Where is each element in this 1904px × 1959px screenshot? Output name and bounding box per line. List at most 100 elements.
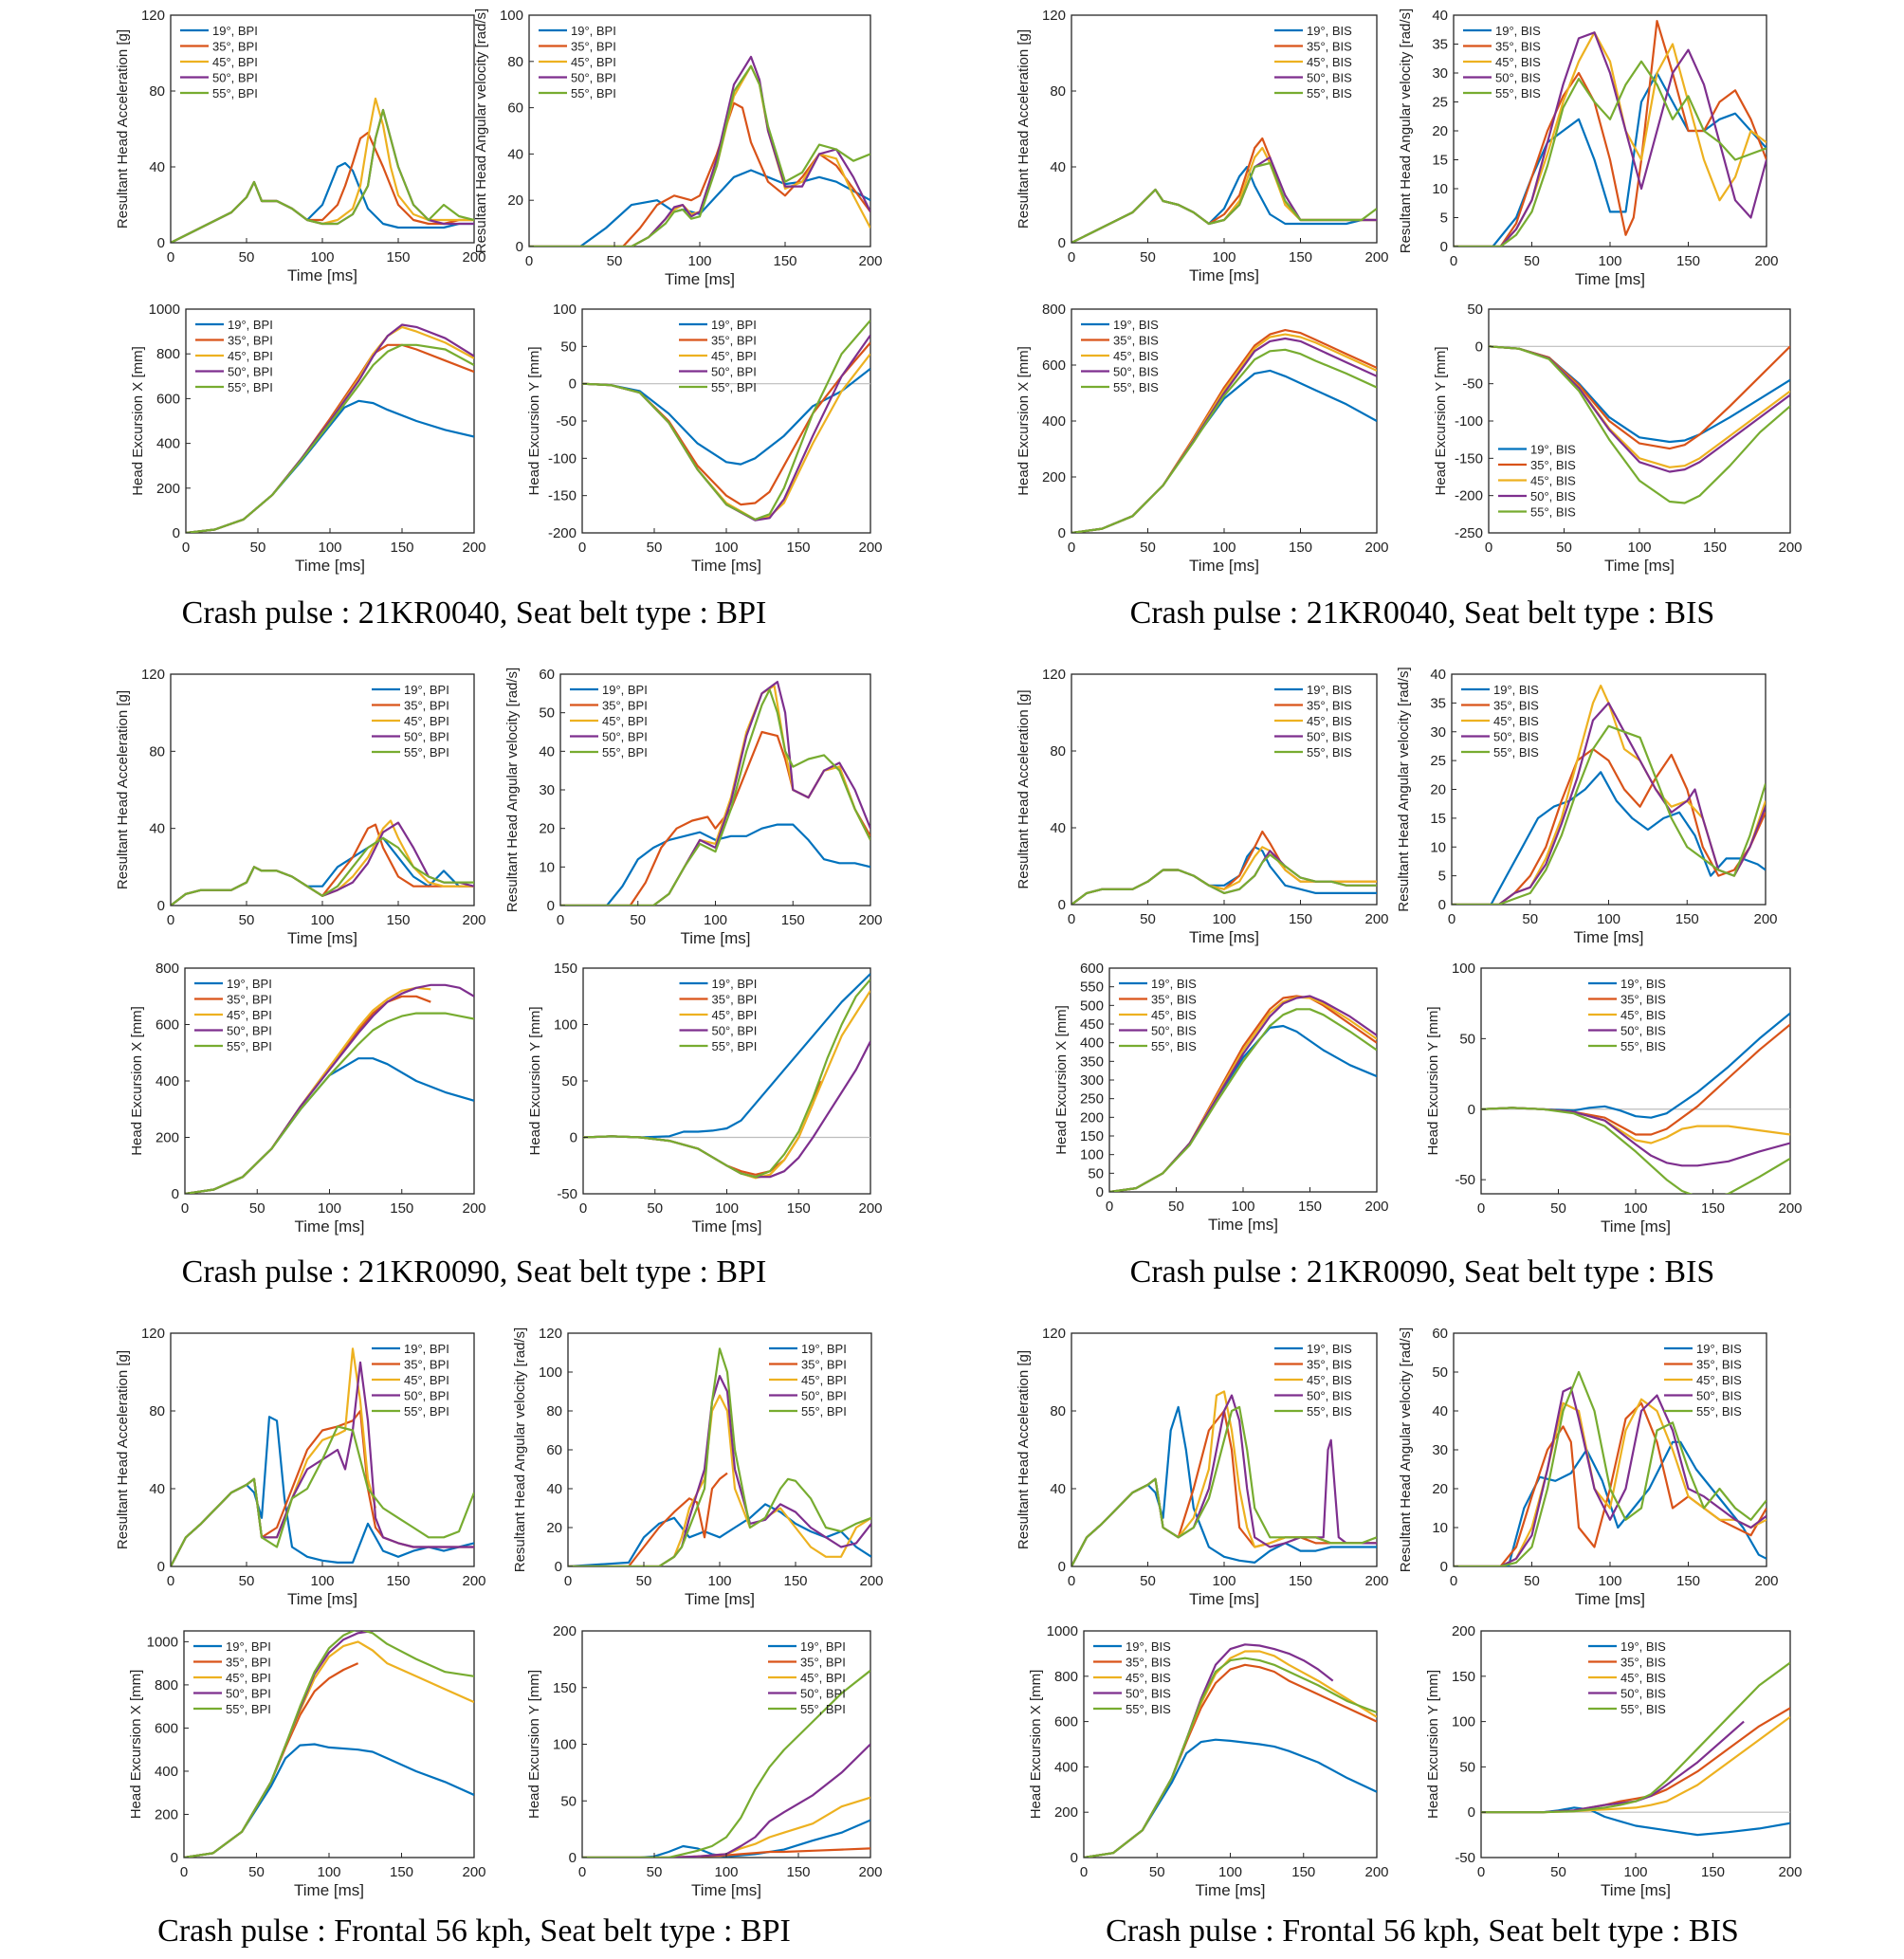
x-axis-label: Time [ms] (287, 929, 357, 947)
x-tick-label: 0 (578, 1864, 586, 1880)
series-line-4 (1452, 702, 1766, 905)
legend-label: 50°, BIS (1151, 1024, 1197, 1038)
x-tick-label: 200 (859, 1573, 883, 1589)
legend-label: 55°, BPI (228, 380, 273, 394)
x-tick-label: 100 (1627, 540, 1651, 556)
legend-label: 45°, BPI (404, 714, 449, 728)
legend-label: 19°, BIS (1151, 977, 1197, 991)
x-tick-label: 50 (647, 1864, 663, 1880)
legend-label: 19°, BPI (602, 683, 648, 697)
series-line-1 (529, 169, 870, 247)
y-tick-label: 400 (1054, 1759, 1078, 1775)
y-tick-label: 80 (1050, 1403, 1066, 1419)
legend-label: 19°, BIS (1307, 24, 1352, 38)
x-axis-label: Time [ms] (1575, 1590, 1645, 1608)
y-axis-label: Resultant Head Angular velocity [rad/s] (512, 1327, 528, 1572)
x-tick-label: 100 (1218, 1864, 1242, 1880)
x-axis-label: Time [ms] (1208, 1216, 1278, 1234)
series-line-5 (185, 1012, 474, 1194)
legend-label: 35°, BIS (1307, 699, 1352, 713)
chart-panel-c13: 0 50 100 150 200 0 40 80 120 Time [ms] Resultant H… (1016, 667, 1389, 946)
x-axis-label: Time [ms] (1189, 928, 1259, 946)
x-tick-label: 100 (1598, 1573, 1621, 1589)
legend-label: 55°, BIS (1495, 86, 1541, 101)
series-line-1 (568, 1503, 871, 1566)
x-axis-label: Time [ms] (1574, 928, 1644, 946)
series-line-5 (582, 1669, 870, 1858)
legend-label: 50°, BPI (571, 71, 616, 85)
x-tick-label: 100 (707, 1573, 731, 1589)
legend-label: 19°, BPI (711, 318, 757, 332)
plot-area (1453, 14, 1767, 247)
y-tick-label: 100 (1452, 1714, 1475, 1730)
plot-area (567, 1332, 872, 1567)
x-tick-label: 150 (787, 1200, 811, 1217)
x-tick-label: 200 (1364, 1199, 1388, 1215)
y-tick-label: 0 (570, 1130, 577, 1146)
legend-label: 35°, BPI (712, 993, 758, 1007)
legend-label: 45°, BPI (226, 1671, 271, 1685)
x-tick-label: 50 (248, 1864, 265, 1880)
x-axis-label: Time [ms] (287, 266, 357, 284)
x-axis-label: Time [ms] (1601, 1218, 1671, 1236)
x-tick-label: 0 (167, 912, 174, 928)
chart-panel-c10: 0 50 100 150 200 0 10 20 30 40 50 60 Time [ms] Result… (504, 667, 883, 947)
legend-label: 19°, BIS (1126, 1639, 1171, 1654)
x-axis-label: Time [ms] (295, 557, 365, 575)
x-tick-label: 100 (317, 1864, 340, 1880)
x-axis-label: Time [ms] (287, 1590, 357, 1608)
y-tick-label: 150 (1452, 1669, 1475, 1685)
x-tick-label: 50 (1556, 540, 1572, 556)
y-tick-label: -50 (1462, 376, 1483, 393)
x-tick-label: 150 (390, 540, 413, 556)
chart-panel-c14: 0 50 100 150 200 0 5 10 15 20 25 30 35 40 Time [ms] Res… (1396, 667, 1778, 946)
chart-panel-c17: 0 50 100 150 200 0 40 80 120 Time [ms] Resultant H… (115, 1326, 486, 1608)
series-line-1 (1454, 1440, 1767, 1566)
y-tick-label: 50 (1467, 302, 1483, 318)
legend-label: 45°, BPI (602, 714, 648, 728)
series-line-2 (1452, 747, 1766, 905)
y-tick-label: 200 (1054, 1804, 1078, 1821)
legend-label: 55°, BIS (1696, 1404, 1742, 1419)
series-line-3 (568, 1394, 871, 1566)
y-tick-label: -150 (1455, 450, 1483, 467)
y-axis-label: Head Excursion X [mm] (1016, 346, 1032, 496)
legend-label: 35°, BIS (1126, 1656, 1171, 1670)
legend-label: 45°, BIS (1151, 1008, 1197, 1022)
x-tick-label: 150 (1289, 1573, 1312, 1589)
series-line-5 (171, 836, 474, 906)
series-line-5 (560, 688, 870, 906)
y-tick-label: -250 (1455, 525, 1483, 541)
chart-panel-c19: 0 50 100 150 200 0 200 400 600 800 1000 Time [ms] He… (128, 1630, 486, 1899)
plot-area (1071, 673, 1378, 906)
legend-label: 19°, BIS (1307, 683, 1352, 697)
legend-label: 55°, BIS (1530, 505, 1576, 520)
legend-label: 55°, BIS (1620, 1039, 1666, 1053)
chart-panel-c5: 0 50 100 150 200 0 40 80 120 Time [ms] Resultant H… (1016, 8, 1389, 284)
plot-area (1480, 1630, 1791, 1858)
legend-label: 45°, BPI (227, 1008, 272, 1022)
y-tick-label: 0 (1058, 235, 1066, 251)
series-line-5 (186, 343, 474, 533)
y-tick-label: 0 (569, 1850, 577, 1866)
y-tick-label: 20 (1432, 1481, 1448, 1497)
legend-label: 55°, BIS (1113, 380, 1159, 394)
x-tick-label: 0 (1068, 249, 1075, 265)
x-tick-label: 150 (1676, 1573, 1700, 1589)
caption-bpi-21kr0040: Crash pulse : 21KR0040, Seat belt type :… (181, 595, 767, 631)
legend-label: 50°, BIS (1620, 1024, 1666, 1038)
y-tick-label: 50 (1088, 1165, 1104, 1181)
y-tick-label: 0 (1475, 339, 1483, 355)
y-tick-label: 0 (172, 1186, 179, 1202)
legend-label: 45°, BIS (1307, 55, 1352, 69)
y-tick-label: 25 (1432, 95, 1448, 111)
legend-label: 50°, BIS (1307, 1389, 1352, 1403)
